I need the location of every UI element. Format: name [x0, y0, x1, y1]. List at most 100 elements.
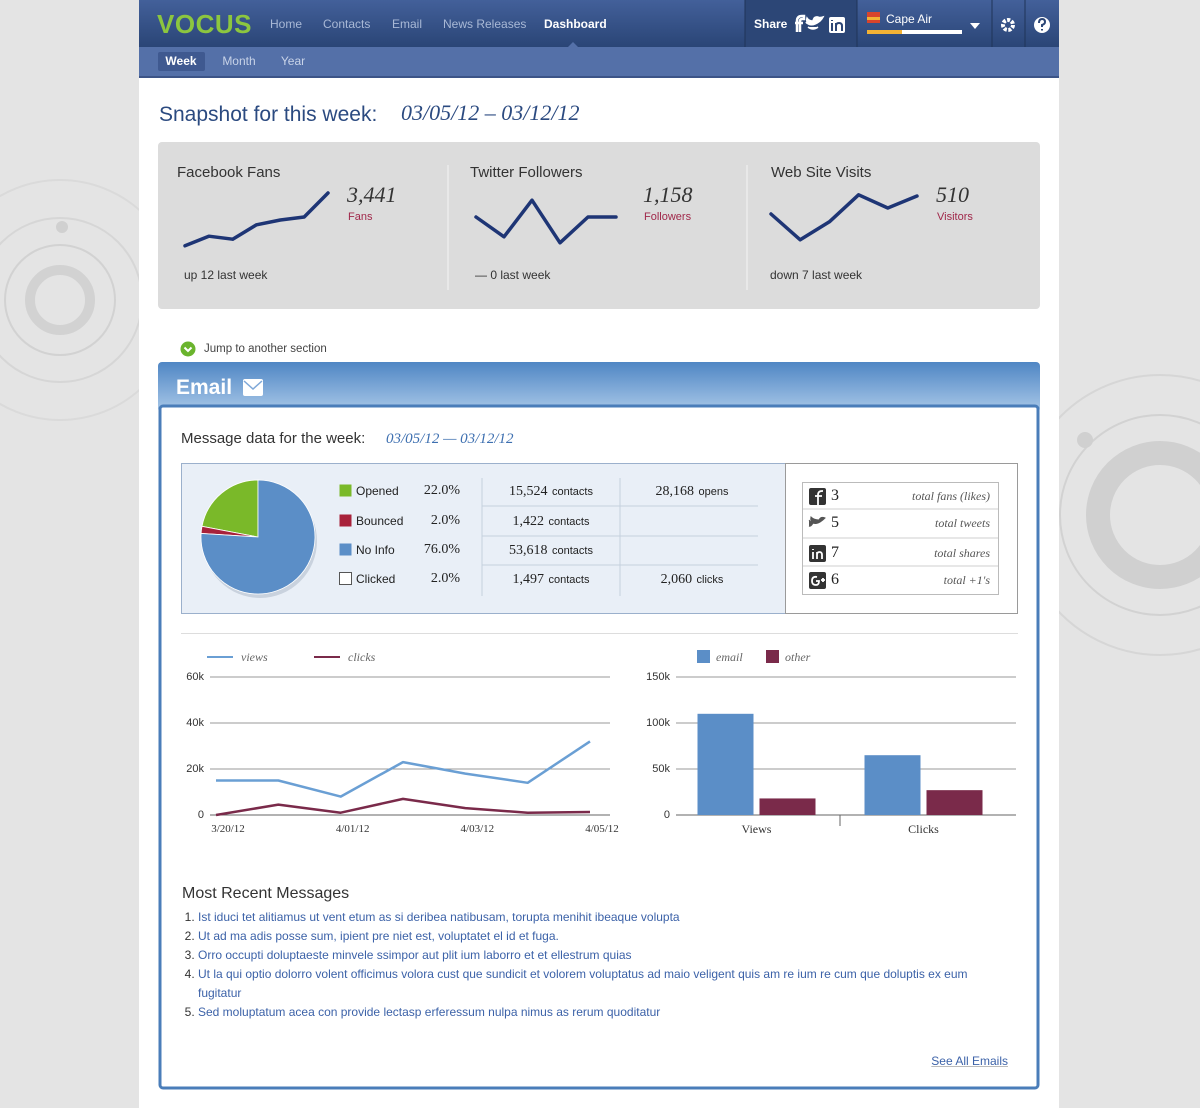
social-count: 7: [831, 544, 839, 561]
account-flag-stripe: [867, 17, 880, 20]
sparkline: [183, 191, 330, 248]
x-tick-label: 3/20/12: [211, 823, 245, 835]
contacts-cell: 15,524 contacts: [401, 481, 701, 501]
legend-swatch: [697, 650, 710, 663]
y-tick-label: 60k: [186, 671, 204, 683]
decor-circle: [0, 217, 143, 383]
y-tick-label: 150k: [646, 671, 670, 683]
total-unit: opens: [698, 486, 729, 498]
nav-item[interactable]: Contacts: [323, 17, 371, 31]
email-title: Email: [176, 376, 233, 399]
legend-swatch: [339, 514, 352, 527]
social-label: total tweets: [935, 516, 990, 530]
nav-item[interactable]: Home: [270, 17, 303, 31]
message-list: Ist iduci tet alitiamus ut vent etum as …: [182, 908, 972, 1022]
sparkline: [474, 198, 618, 245]
total-cell: 2,060 clicks: [542, 569, 842, 589]
message-item[interactable]: Ist iduci tet alitiamus ut vent etum as …: [198, 908, 972, 927]
series-line: [215, 797, 591, 817]
help-glyph: [1038, 17, 1047, 31]
y-tick-label: 0: [663, 809, 670, 821]
social-glyph: [815, 490, 823, 505]
nav-item[interactable]: Dashboard: [544, 17, 607, 31]
x-tick-label: 4/05/12: [585, 823, 619, 835]
social-glyph: [808, 516, 826, 527]
subnav-item[interactable]: Year: [280, 54, 306, 68]
legend-swatch: [339, 572, 352, 585]
subnav-item[interactable]: Month: [222, 54, 256, 68]
decor-dot: [1077, 432, 1093, 448]
decor-circle: [65, 432, 125, 492]
card-change: up 12 last week: [184, 268, 268, 282]
message-item[interactable]: Orro occupti doluptaeste minvele ssimpor…: [198, 946, 972, 965]
top-bar: [139, 0, 1059, 47]
x-tick-label: 4/03/12: [460, 823, 495, 835]
contacts-count: 1,422: [512, 514, 545, 529]
envelope-flap: [243, 380, 263, 391]
jump-icon: [180, 341, 196, 357]
legend-swatch: [766, 650, 779, 663]
jump-chevron: [183, 346, 193, 353]
message-item[interactable]: Ut la qui optio dolorro volent officimus…: [198, 965, 972, 1003]
account-bar-fill: [867, 30, 902, 34]
bar: [864, 755, 921, 815]
social-glyph: [811, 575, 825, 586]
y-tick-label: 50k: [652, 763, 670, 775]
sparkline: [769, 193, 919, 242]
social-count: 5: [831, 514, 839, 531]
subnav-active: [158, 52, 205, 71]
card-unit: Fans: [348, 211, 373, 223]
social-label: total shares: [934, 546, 990, 560]
percent: 22.0%: [423, 483, 460, 498]
category-name: Opened: [356, 484, 399, 498]
nav-item[interactable]: Email: [392, 17, 423, 31]
settings-icon: [1001, 18, 1015, 32]
legend-label: email: [716, 650, 743, 664]
social-label: total +1's: [943, 573, 990, 587]
subnav-item[interactable]: Week: [165, 54, 197, 68]
card-value: 3,441: [347, 182, 397, 207]
card-change: down 7 last week: [770, 268, 863, 282]
jump-link[interactable]: Jump to another section: [204, 343, 327, 355]
total-unit: clicks: [696, 574, 724, 586]
total-count: 28,168: [655, 484, 695, 499]
contacts-cell: 53,618 contacts: [401, 540, 701, 560]
x-tick-label: 4/01/12: [335, 823, 370, 835]
decor-circle: [1059, 414, 1200, 616]
twitter-icon: [805, 15, 825, 30]
percent: 76.0%: [423, 542, 460, 557]
social-count: 6: [831, 571, 839, 588]
message-item[interactable]: Ut ad ma adis posse sum, ipient pre niet…: [198, 927, 972, 946]
contacts-count: 1,497: [512, 572, 545, 587]
snapshot-range: 03/05/12 – 03/12/12: [401, 100, 580, 125]
percent: 2.0%: [430, 513, 460, 528]
see-all-link[interactable]: See All Emails: [931, 1054, 1008, 1068]
category-name: No Info: [356, 543, 395, 557]
contacts-unit: contacts: [548, 516, 590, 528]
sub-bar: [139, 47, 1059, 77]
social-count: 3: [831, 487, 839, 504]
envelope-icon: [243, 379, 263, 396]
linkedin-glyph: [831, 20, 843, 31]
card-unit: Followers: [644, 211, 692, 223]
account-name[interactable]: Cape Air: [886, 12, 933, 26]
social-label: total fans (likes): [912, 489, 990, 503]
message-item[interactable]: Sed moluptatum acea con provide lectasp …: [198, 1003, 972, 1022]
snapshot-title: Snapshot for this week:: [159, 103, 378, 126]
y-tick-label: 100k: [646, 717, 670, 729]
snapshot-box: [158, 142, 1040, 309]
y-tick-label: 40k: [186, 717, 204, 729]
card-value: 510: [936, 182, 969, 207]
card-title: Twitter Followers: [470, 164, 583, 181]
x-tick-label: Views: [741, 822, 772, 836]
email-header: [158, 362, 1040, 412]
total-count: 2,060: [660, 572, 693, 587]
card-title: Facebook Fans: [177, 164, 281, 181]
nav-item[interactable]: News Releases: [443, 17, 527, 31]
card-unit: Visitors: [937, 211, 973, 223]
decor-circle: [4, 244, 116, 356]
series-line: [216, 740, 591, 798]
contacts-unit: contacts: [551, 545, 593, 557]
